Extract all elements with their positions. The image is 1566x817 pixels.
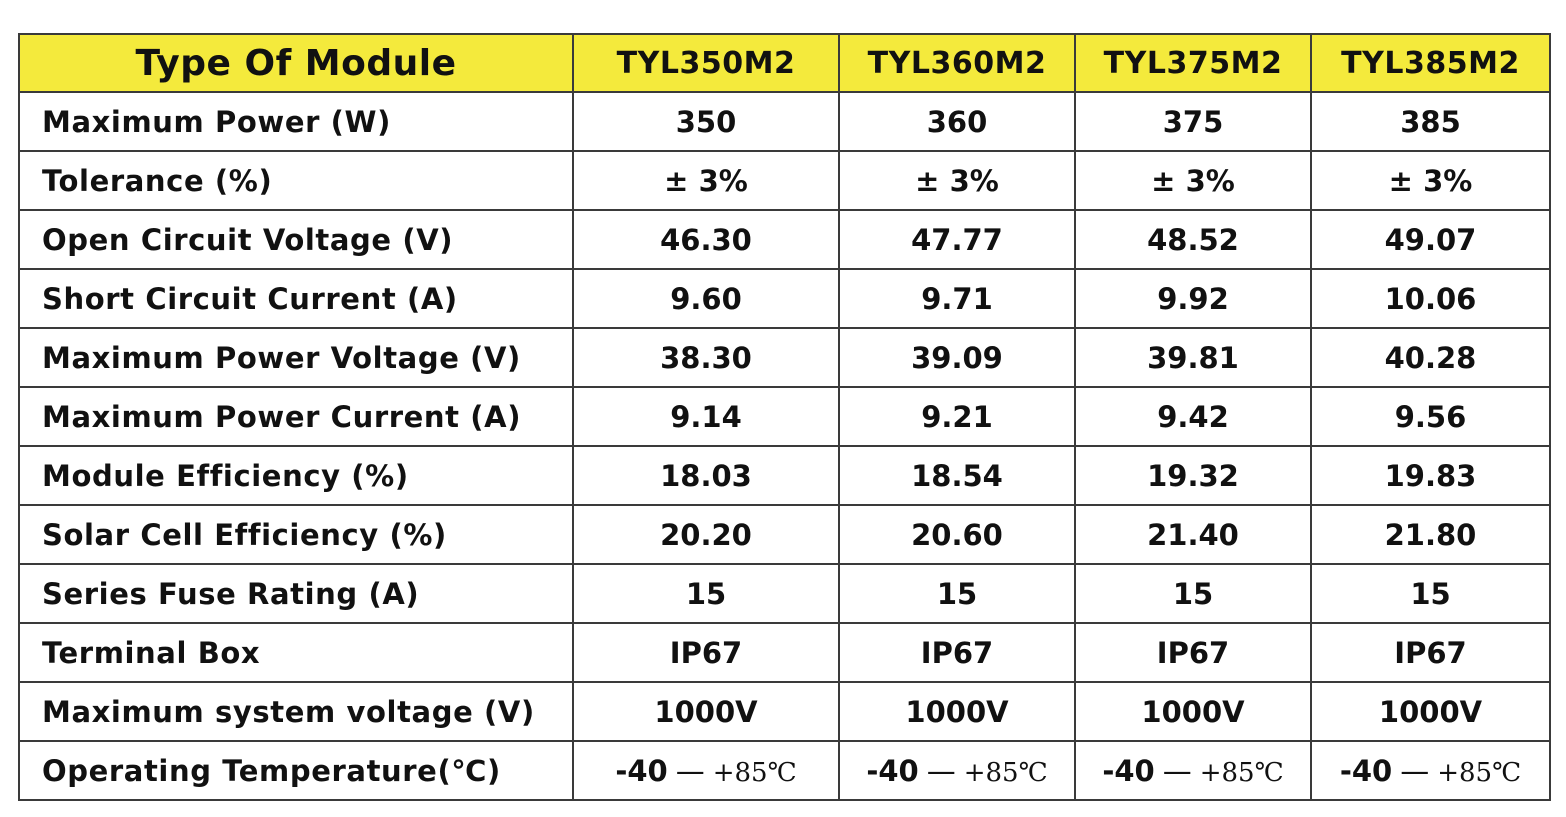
value-cell: IP67 (572, 622, 840, 683)
value-cell: 20.20 (572, 504, 840, 565)
row-label: Maximum Power (W) (18, 91, 574, 152)
value-cell: 15 (1310, 563, 1551, 624)
value-cell: 15 (572, 563, 840, 624)
temperature-cell: -40— +85℃ (572, 740, 840, 801)
value-cell: 1000V (1310, 681, 1551, 742)
table-row: Tolerance (%) ± 3% ± 3% ± 3% ± 3% (18, 150, 1551, 211)
table-row: Maximum Power Voltage (V) 38.30 39.09 39… (18, 327, 1551, 388)
value-cell: 9.56 (1310, 386, 1551, 447)
row-label: Open Circuit Voltage (V) (18, 209, 574, 270)
temperature-low: -40 (615, 753, 668, 788)
value-cell: 350 (572, 91, 840, 152)
header-model-1: TYL350M2 (572, 33, 840, 93)
temperature-low: -40 (1102, 753, 1155, 788)
row-label: Tolerance (%) (18, 150, 574, 211)
value-cell: 19.83 (1310, 445, 1551, 506)
value-cell: 10.06 (1310, 268, 1551, 329)
value-cell: 46.30 (572, 209, 840, 270)
value-cell: 20.60 (838, 504, 1076, 565)
value-cell: IP67 (1074, 622, 1312, 683)
value-cell: IP67 (838, 622, 1076, 683)
table-row: Maximum Power (W) 350 360 375 385 (18, 91, 1551, 152)
value-cell: 1000V (1074, 681, 1312, 742)
row-label: Maximum Power Voltage (V) (18, 327, 574, 388)
temperature-cell: -40— +85℃ (1310, 740, 1551, 801)
temperature-cell: -40— +85℃ (1074, 740, 1312, 801)
value-cell: 1000V (838, 681, 1076, 742)
row-label: Maximum Power Current (A) (18, 386, 574, 447)
table-row: Solar Cell Efficiency (%) 20.20 20.60 21… (18, 504, 1551, 565)
table-row: Series Fuse Rating (A) 15 15 15 15 (18, 563, 1551, 624)
temperature-low: -40 (866, 753, 919, 788)
value-cell: 19.32 (1074, 445, 1312, 506)
value-cell: 47.77 (838, 209, 1076, 270)
temperature-row: Operating Temperature(℃) -40— +85℃ -40— +8… (18, 740, 1551, 801)
value-cell: 9.71 (838, 268, 1076, 329)
row-label: Solar Cell Efficiency (%) (18, 504, 574, 565)
value-cell: 9.42 (1074, 386, 1312, 447)
row-label: Short Circuit Current (A) (18, 268, 574, 329)
table-row: Terminal Box IP67 IP67 IP67 IP67 (18, 622, 1551, 683)
temperature-dash: — (926, 753, 956, 788)
row-label: Series Fuse Rating (A) (18, 563, 574, 624)
value-cell: 48.52 (1074, 209, 1312, 270)
value-cell: 9.21 (838, 386, 1076, 447)
row-label: Operating Temperature(℃) (18, 740, 574, 801)
header-row: Type Of Module TYL350M2 TYL360M2 TYL375M… (18, 33, 1551, 93)
value-cell: 15 (838, 563, 1076, 624)
value-cell: 15 (1074, 563, 1312, 624)
table-row: Maximum Power Current (A) 9.14 9.21 9.42… (18, 386, 1551, 447)
value-cell: 360 (838, 91, 1076, 152)
value-cell: 39.81 (1074, 327, 1312, 388)
row-label: Terminal Box (18, 622, 574, 683)
value-cell: 385 (1310, 91, 1551, 152)
value-cell: 39.09 (838, 327, 1076, 388)
temperature-low: -40 (1339, 753, 1393, 788)
header-model-3: TYL375M2 (1074, 33, 1312, 93)
value-cell: ± 3% (1310, 150, 1551, 211)
spec-table: Type Of Module TYL350M2 TYL360M2 TYL375M… (18, 33, 1551, 801)
table-row: Short Circuit Current (A) 9.60 9.71 9.92… (18, 268, 1551, 329)
value-cell: 21.80 (1310, 504, 1551, 565)
temperature-high: +85℃ (712, 757, 797, 788)
table-body: Maximum Power (W) 350 360 375 385 Tolera… (18, 91, 1551, 801)
value-cell: 1000V (572, 681, 840, 742)
temperature-dash: — (675, 753, 705, 788)
value-cell: 40.28 (1310, 327, 1551, 388)
value-cell: ± 3% (572, 150, 840, 211)
temperature-cell: -40— +85℃ (838, 740, 1076, 801)
value-cell: 9.14 (572, 386, 840, 447)
value-cell: 18.54 (838, 445, 1076, 506)
table-row: Module Efficiency (%) 18.03 18.54 19.32 … (18, 445, 1551, 506)
temperature-high: +85℃ (1437, 757, 1522, 788)
value-cell: 18.03 (572, 445, 840, 506)
temperature-dash: — (1162, 753, 1192, 788)
value-cell: 21.40 (1074, 504, 1312, 565)
value-cell: IP67 (1310, 622, 1551, 683)
header-title: Type Of Module (18, 33, 574, 93)
header-model-4: TYL385M2 (1310, 33, 1551, 93)
value-cell: ± 3% (1074, 150, 1312, 211)
table-row: Open Circuit Voltage (V) 46.30 47.77 48.… (18, 209, 1551, 270)
row-label: Module Efficiency (%) (18, 445, 574, 506)
value-cell: 9.92 (1074, 268, 1312, 329)
value-cell: 49.07 (1310, 209, 1551, 270)
header-model-2: TYL360M2 (838, 33, 1076, 93)
row-label: Maximum system voltage (V) (18, 681, 574, 742)
value-cell: 375 (1074, 91, 1312, 152)
temperature-dash: — (1400, 753, 1430, 788)
temperature-high: +85℃ (1199, 757, 1284, 788)
value-cell: 9.60 (572, 268, 840, 329)
value-cell: 38.30 (572, 327, 840, 388)
table-row: Maximum system voltage (V) 1000V 1000V 1… (18, 681, 1551, 742)
value-cell: ± 3% (838, 150, 1076, 211)
table-header: Type Of Module TYL350M2 TYL360M2 TYL375M… (18, 33, 1551, 93)
temperature-high: +85℃ (963, 757, 1048, 788)
